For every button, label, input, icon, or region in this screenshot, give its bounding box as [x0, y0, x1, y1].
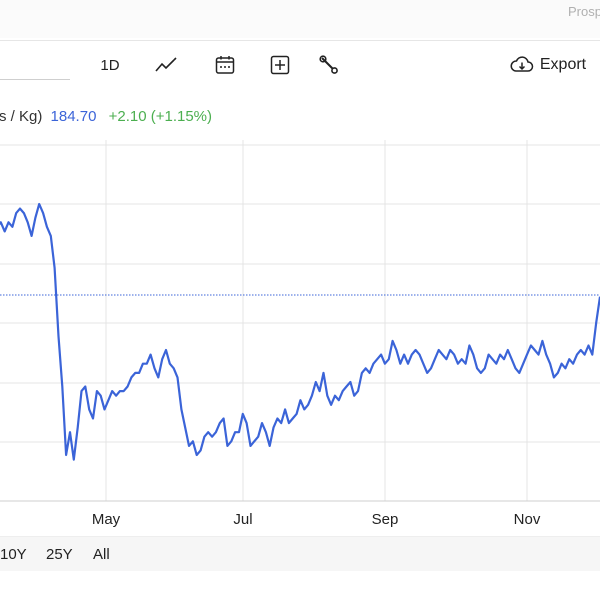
price-series-line [0, 202, 600, 461]
interval-button[interactable]: 1D [100, 56, 120, 74]
symbol-search-input[interactable] [0, 41, 70, 80]
price-chart[interactable]: May Jul Sep Nov [0, 0, 600, 535]
range-25y-button[interactable]: 25Y [46, 546, 73, 563]
calendar-icon[interactable] [213, 53, 237, 77]
range-selector: 10Y 25Y All [0, 536, 600, 571]
header-strip: Prosp [0, 4, 600, 38]
x-tick-label: May [92, 511, 121, 528]
price-quote: s / Kg) 184.70 +2.10 (+1.15%) [0, 108, 212, 125]
quote-unit-label: s / Kg) [0, 108, 43, 125]
range-all-button[interactable]: All [93, 546, 110, 563]
x-tick-label: Jul [233, 511, 252, 528]
quote-change: +2.10 (+1.15%) [108, 108, 212, 125]
wrench-icon[interactable] [317, 53, 341, 77]
quote-price: 184.70 [50, 108, 97, 125]
line-chart-icon[interactable] [154, 53, 178, 77]
plus-box-icon[interactable] [268, 53, 292, 77]
range-10y-button[interactable]: 10Y [0, 546, 27, 563]
corner-text: Prosp [568, 4, 600, 19]
x-tick-label: Sep [372, 511, 399, 528]
chart-toolbar: 1D Export [0, 40, 600, 91]
export-label: Export [539, 56, 587, 73]
x-tick-label: Nov [514, 511, 541, 528]
export-button[interactable]: Export [508, 53, 588, 77]
top-bar [0, 0, 600, 10]
cloud-download-icon [510, 56, 534, 72]
